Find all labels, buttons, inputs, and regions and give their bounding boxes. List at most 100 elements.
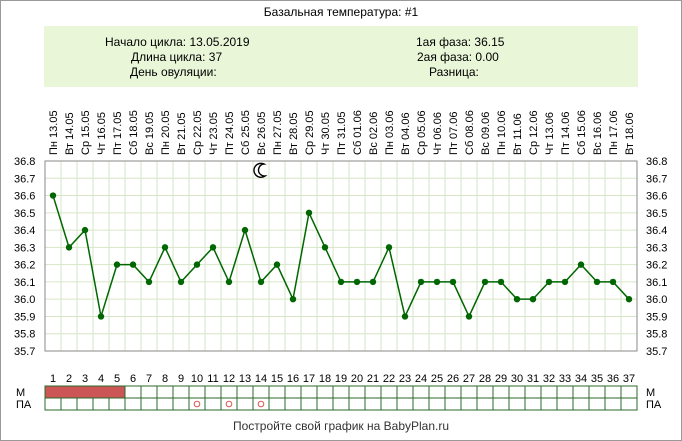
pa-cell	[412, 397, 430, 411]
day-number-label: 13	[239, 373, 251, 385]
day-number-label: 29	[495, 373, 507, 385]
day-number-label: 1	[50, 373, 56, 385]
y-tick-label-right: 35.7	[646, 346, 667, 358]
day-number-label: 8	[162, 373, 168, 385]
pa-cell	[492, 397, 510, 411]
day-number-label: 2	[66, 373, 72, 385]
x-date-label: Пт 14.06	[560, 111, 572, 155]
x-date-label: Пт 31.05	[336, 111, 348, 155]
temperature-point	[497, 278, 505, 286]
menstruation-cell	[108, 385, 126, 399]
pa-cell	[268, 397, 286, 411]
ovulation-day-text: День овуляции:	[130, 65, 217, 79]
pa-cell	[300, 397, 318, 411]
pa-cell	[572, 397, 590, 411]
menstruation-cell	[220, 385, 238, 399]
pa-cell	[188, 397, 206, 411]
pa-cell	[44, 397, 62, 411]
pa-cell	[524, 397, 542, 411]
menstruation-cell	[188, 385, 206, 399]
x-date-label: Чт 13.06	[544, 112, 556, 155]
temperature-point	[209, 244, 217, 251]
menstruation-cell	[92, 385, 110, 399]
day-number-label: 16	[287, 373, 299, 385]
x-date-label: Вт 04.06	[400, 112, 412, 155]
pa-marker	[193, 400, 201, 408]
menstruation-cell	[588, 385, 606, 399]
y-tick-label-left: 35.7	[14, 346, 35, 358]
row-label-pa-right: ПА	[646, 399, 662, 411]
row-label-m-left: М	[16, 387, 25, 399]
day-number-label: 25	[431, 373, 443, 385]
pa-cell	[444, 397, 462, 411]
cycle-start-text: Начало цикла: 13.05.2019	[105, 35, 250, 49]
x-date-label: Чт 30.05	[320, 112, 332, 155]
pa-cell	[156, 397, 174, 411]
day-number-label: 15	[271, 373, 283, 385]
pa-cell	[620, 397, 638, 411]
menstruation-cell	[316, 385, 334, 399]
temperature-point	[577, 261, 585, 268]
day-number-label: 3	[82, 373, 88, 385]
x-date-label: Пн 10.06	[496, 110, 508, 155]
pa-cell	[396, 397, 414, 411]
x-date-label: Ср 12.06	[528, 110, 540, 155]
plot-area	[44, 160, 638, 352]
temperature-point	[65, 244, 73, 251]
day-number-label: 37	[623, 373, 635, 385]
day-number-label: 32	[543, 373, 555, 385]
plot-border	[44, 160, 638, 352]
row-label-pa-left: ПА	[16, 399, 32, 411]
temperature-point	[369, 278, 377, 286]
cycle-info-panel: Начало цикла: 13.05.2019 Длина цикла: 37…	[44, 26, 638, 87]
x-date-label: Пн 13.05	[48, 110, 60, 155]
temperature-point	[257, 278, 265, 286]
y-tick-label-left: 36.6	[14, 191, 35, 203]
pa-cell	[540, 397, 558, 411]
temperature-point	[81, 226, 89, 234]
x-date-label: Пт 24.05	[224, 111, 236, 155]
pa-cell	[172, 397, 190, 411]
x-date-label: Вс 26.05	[256, 112, 268, 155]
y-tick-label-right: 36.0	[646, 294, 667, 306]
menstruation-cell	[364, 385, 382, 399]
pa-cell	[476, 397, 494, 411]
pa-cell	[588, 397, 606, 411]
pa-cell	[92, 397, 110, 411]
menstruation-cell	[300, 385, 318, 399]
x-date-label: Вс 09.06	[480, 112, 492, 155]
menstruation-cell	[604, 385, 622, 399]
menstruation-cell	[268, 385, 286, 399]
x-date-label: Ср 29.05	[304, 110, 316, 155]
day-number-label: 4	[98, 373, 104, 385]
menstruation-cell	[140, 385, 158, 399]
day-number-label: 22	[383, 373, 395, 385]
day-number-label: 9	[178, 373, 184, 385]
temperature-point	[529, 295, 537, 303]
x-date-label: Сб 08.06	[464, 110, 476, 155]
menstruation-cell	[396, 385, 414, 399]
y-tick-label-right: 36.1	[646, 277, 667, 289]
day-number-label: 14	[255, 373, 267, 385]
temperature-point	[545, 278, 553, 286]
pa-cell	[604, 397, 622, 411]
pa-cell	[316, 397, 334, 411]
day-number-label: 33	[559, 373, 571, 385]
temperature-point	[465, 313, 473, 320]
temperature-point	[481, 278, 489, 286]
y-tick-label-left: 35.8	[14, 329, 35, 341]
menstruation-cell	[476, 385, 494, 399]
menstruation-cell	[60, 385, 78, 399]
menstruation-cell	[236, 385, 254, 399]
menstruation-cell	[380, 385, 398, 399]
x-date-label: Вт 21.05	[176, 112, 188, 155]
pa-cell	[284, 397, 302, 411]
x-date-label: Ср 15.05	[80, 110, 92, 155]
x-date-label: Вс 16.06	[592, 112, 604, 155]
y-tick-label-right: 36.4	[646, 225, 667, 237]
x-date-label: Чт 16.05	[96, 112, 108, 155]
day-number-label: 30	[511, 373, 523, 385]
y-tick-label-left: 36.8	[14, 156, 35, 168]
menstruation-cell	[572, 385, 590, 399]
